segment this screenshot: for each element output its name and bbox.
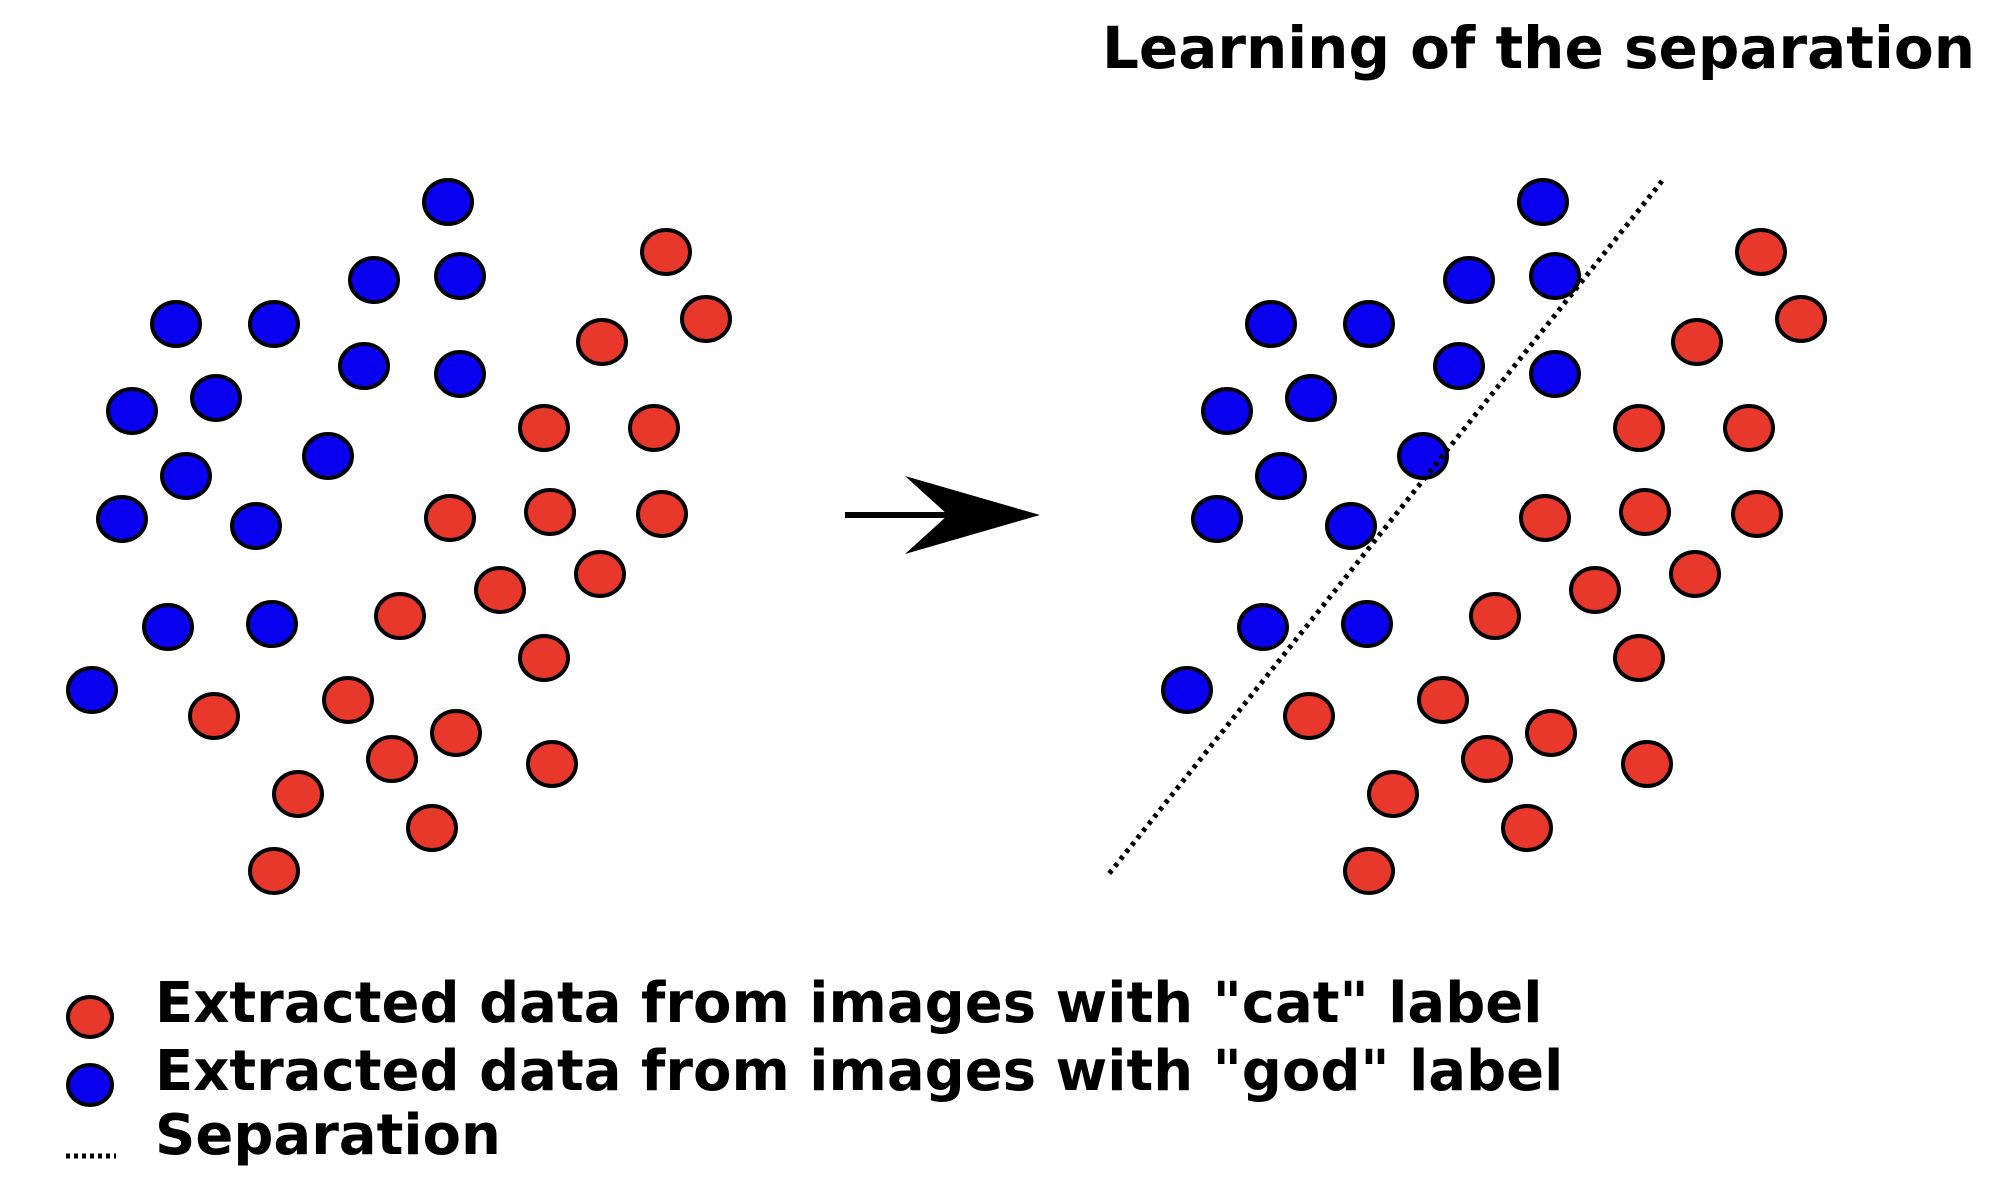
dog-point — [434, 252, 486, 300]
cat-point — [640, 228, 692, 276]
cat-point — [524, 488, 576, 536]
cat-point — [1669, 550, 1721, 598]
dog-point — [434, 350, 486, 398]
cat-point — [636, 490, 688, 538]
cat-point — [1731, 490, 1783, 538]
cat-point — [1519, 494, 1571, 542]
cat-point — [1735, 228, 1787, 276]
cat-point — [526, 740, 578, 788]
dog-point — [190, 374, 242, 422]
cat-point — [474, 566, 526, 614]
dog-point — [1285, 374, 1337, 422]
dog-point — [1443, 256, 1495, 304]
cat-point — [1469, 592, 1521, 640]
cat-point — [322, 676, 374, 724]
cat-point — [628, 404, 680, 452]
dog-point — [1191, 495, 1243, 543]
cat-point — [1775, 295, 1827, 343]
dog-point — [302, 432, 354, 480]
dog-point — [106, 387, 158, 435]
cat-point — [1461, 735, 1513, 783]
dog-point — [150, 300, 202, 348]
cat-point — [1501, 804, 1553, 852]
cat-point — [272, 770, 324, 818]
cat-point — [188, 692, 240, 740]
cat-point — [1621, 740, 1673, 788]
cat-point — [1367, 770, 1419, 818]
cat-point — [374, 592, 426, 640]
dog-point — [1517, 178, 1569, 226]
dog-point — [1529, 252, 1581, 300]
dog-point — [1343, 300, 1395, 348]
legend-cat-label: Extracted data from images with "cat" la… — [155, 971, 1542, 1036]
legend-separation-label: Separation — [155, 1103, 501, 1168]
dog-point — [1325, 502, 1377, 550]
dog-point — [1341, 600, 1393, 648]
cat-point — [1525, 709, 1577, 757]
dog-point — [230, 502, 282, 550]
dog-point — [348, 256, 400, 304]
cat-point — [1619, 488, 1671, 536]
diagram-title: Learning of the separation — [1102, 14, 1975, 82]
dog-point — [422, 178, 474, 226]
cat-point — [680, 295, 732, 343]
separation-line — [1106, 179, 1664, 877]
dog-point — [160, 452, 212, 500]
cat-point — [576, 318, 628, 366]
dog-point — [96, 495, 148, 543]
dog-point — [338, 342, 390, 390]
legend-item-cat: Extracted data from images with "cat" la… — [66, 971, 1542, 1039]
legend-item-dog: Extracted data from images with "god" la… — [66, 1039, 1563, 1107]
dog-point — [1201, 387, 1253, 435]
cat-point — [248, 847, 300, 895]
right-arrow-icon — [845, 476, 1040, 554]
cat-point — [518, 404, 570, 452]
left-scatter-before — [66, 178, 732, 895]
cat-point — [366, 735, 418, 783]
cat-point — [1417, 676, 1469, 724]
legend-dog-label: Extracted data from images with "god" la… — [155, 1039, 1563, 1104]
dog-point — [1529, 350, 1581, 398]
dog-point — [1245, 300, 1297, 348]
legend-dog-swatch — [66, 1063, 114, 1107]
cat-point — [406, 804, 458, 852]
legend-item-separation: Separation — [66, 1103, 501, 1168]
cat-point — [574, 550, 626, 598]
cat-point — [430, 709, 482, 757]
cat-point — [518, 634, 570, 682]
right-scatter-after — [1161, 178, 1827, 895]
dog-point — [66, 666, 118, 714]
cat-point — [1569, 566, 1621, 614]
dog-point — [142, 603, 194, 651]
legend-cat-swatch — [66, 995, 114, 1039]
cat-point — [424, 494, 476, 542]
legend: Extracted data from images with "cat" la… — [66, 971, 1563, 1168]
dog-point — [1237, 603, 1289, 651]
cat-point — [1723, 404, 1775, 452]
dog-point — [1255, 452, 1307, 500]
cat-point — [1343, 847, 1395, 895]
dog-point — [1433, 342, 1485, 390]
cat-point — [1671, 318, 1723, 366]
cat-point — [1613, 634, 1665, 682]
cat-point — [1283, 692, 1335, 740]
cat-point — [1613, 404, 1665, 452]
dog-point — [248, 300, 300, 348]
dog-point — [246, 600, 298, 648]
dog-point — [1161, 666, 1213, 714]
